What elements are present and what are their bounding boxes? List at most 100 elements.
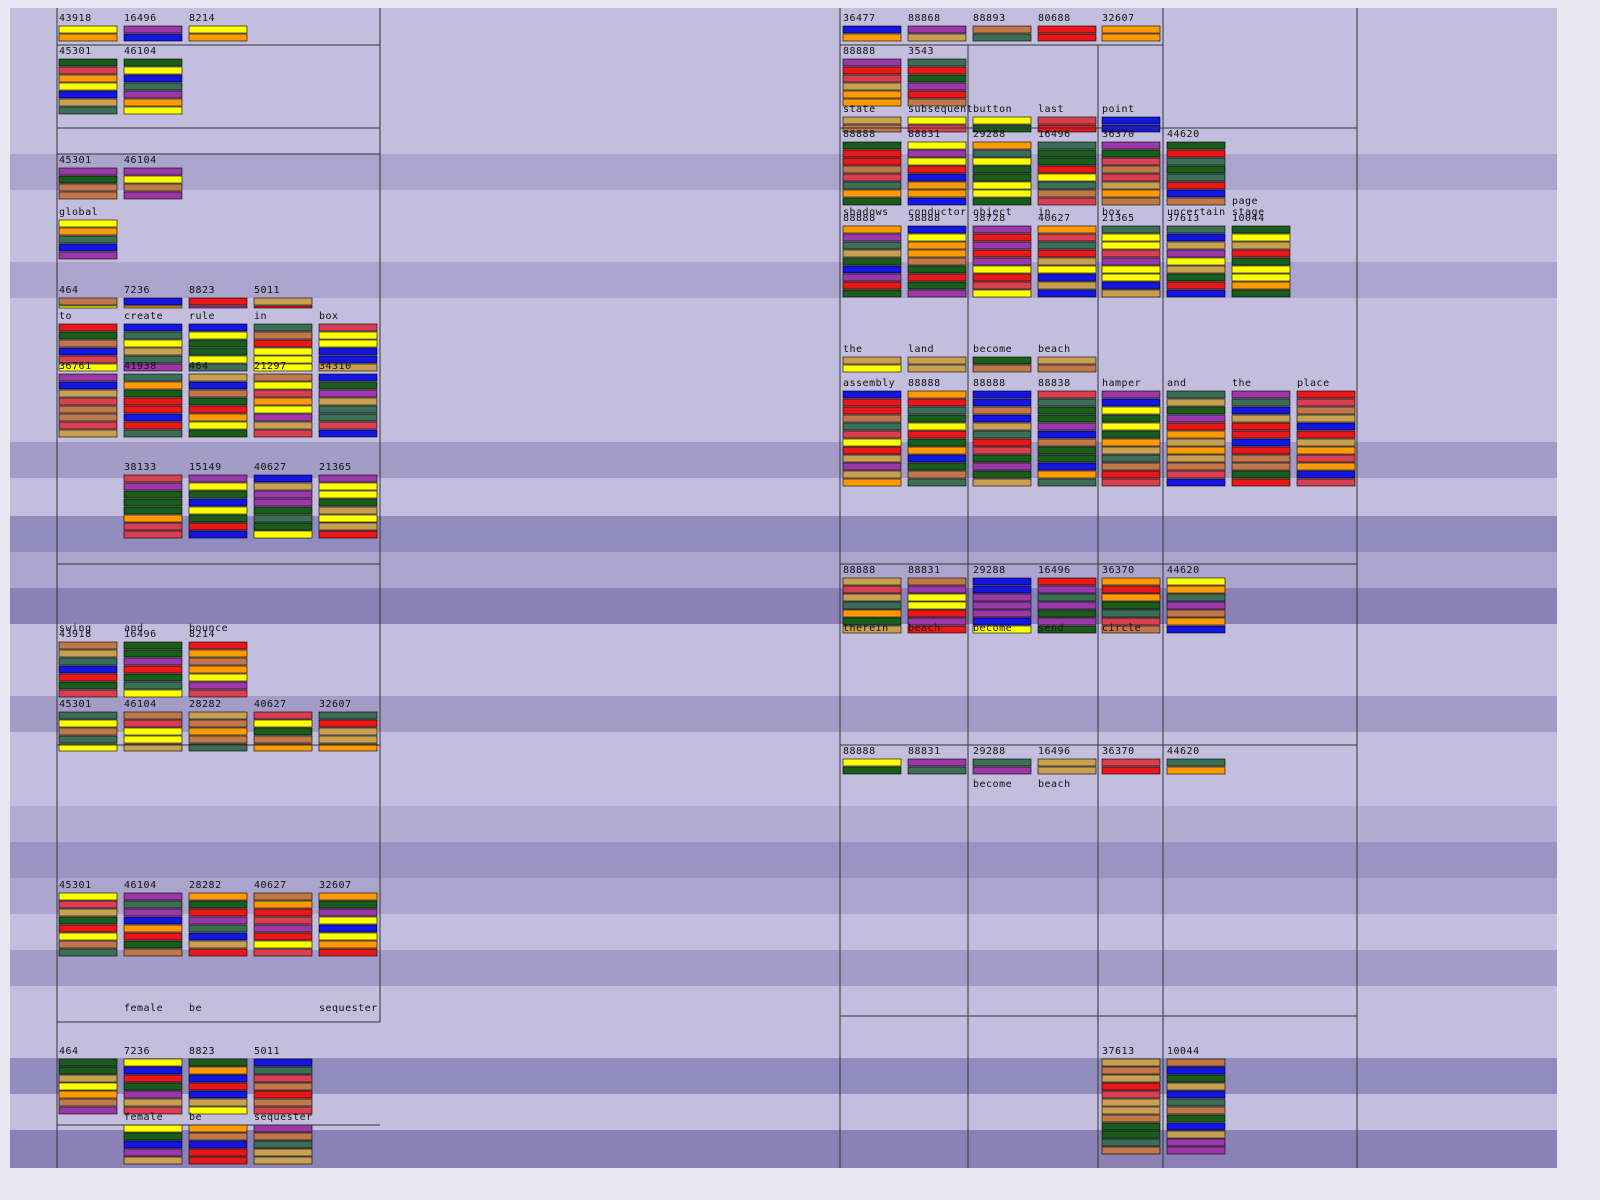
cell-label: 464 bbox=[59, 1046, 79, 1057]
stripe bbox=[842, 225, 902, 234]
stripe bbox=[842, 25, 902, 34]
cell-label: hamper bbox=[1102, 378, 1141, 389]
stripe bbox=[1037, 249, 1097, 258]
cell-label: 88888 bbox=[843, 746, 876, 757]
stripe bbox=[58, 33, 118, 42]
stripe bbox=[253, 397, 313, 406]
stripe bbox=[253, 297, 313, 306]
stripe bbox=[318, 323, 378, 332]
stripe bbox=[58, 421, 118, 430]
stripe bbox=[907, 609, 967, 618]
stripe bbox=[318, 397, 378, 406]
stripe bbox=[188, 405, 248, 414]
cell-label: be bbox=[189, 1003, 202, 1014]
stripe bbox=[123, 940, 183, 949]
stripe bbox=[58, 297, 118, 306]
cell-label: rule bbox=[189, 311, 215, 322]
stripe bbox=[1166, 601, 1226, 610]
stripe bbox=[318, 711, 378, 720]
stripe bbox=[972, 364, 1032, 373]
stripe bbox=[842, 390, 902, 399]
stripe bbox=[972, 116, 1032, 125]
stripe bbox=[972, 281, 1032, 290]
cell-label: 88831 bbox=[908, 565, 941, 576]
stripe bbox=[318, 514, 378, 523]
stripe bbox=[58, 405, 118, 414]
stripe bbox=[907, 577, 967, 586]
stripe bbox=[1037, 364, 1097, 373]
stripe bbox=[1037, 462, 1097, 471]
stripe bbox=[58, 183, 118, 192]
stripe bbox=[1166, 273, 1226, 282]
stripe bbox=[1101, 414, 1161, 423]
stripe bbox=[972, 181, 1032, 190]
cell-label: 464 bbox=[59, 285, 79, 296]
cell-label: 8823 bbox=[189, 1046, 215, 1057]
stripe bbox=[1037, 406, 1097, 415]
stripe bbox=[842, 356, 902, 365]
stripe bbox=[188, 339, 248, 348]
stripe bbox=[318, 347, 378, 356]
stripe bbox=[972, 470, 1032, 479]
stripe bbox=[907, 82, 967, 91]
stripe bbox=[1166, 1138, 1226, 1147]
stripe bbox=[253, 474, 313, 483]
cell-label: 8823 bbox=[189, 285, 215, 296]
stripe bbox=[907, 149, 967, 158]
stripe bbox=[1101, 609, 1161, 618]
stripe bbox=[907, 356, 967, 365]
stripe bbox=[318, 506, 378, 515]
stripe bbox=[188, 689, 248, 698]
stripe bbox=[972, 593, 1032, 602]
stripe bbox=[1166, 609, 1226, 618]
stripe bbox=[188, 727, 248, 736]
stripe bbox=[58, 58, 118, 67]
stripe bbox=[188, 1074, 248, 1083]
stripe bbox=[58, 305, 118, 309]
cell-label: 88893 bbox=[973, 13, 1006, 24]
stripe bbox=[907, 593, 967, 602]
stripe bbox=[842, 625, 902, 634]
cell-label: page bbox=[1232, 196, 1258, 207]
stripe bbox=[1101, 593, 1161, 602]
stripe bbox=[188, 490, 248, 499]
stripe bbox=[253, 1066, 313, 1075]
cell-label: send bbox=[1038, 623, 1064, 634]
cell-label: 88888 bbox=[973, 378, 1006, 389]
stripe bbox=[842, 116, 902, 125]
stripe bbox=[253, 421, 313, 430]
stripe bbox=[318, 331, 378, 340]
stripe bbox=[188, 719, 248, 728]
stripe bbox=[1101, 241, 1161, 250]
stripe bbox=[253, 1058, 313, 1067]
cell-label: 7236 bbox=[124, 1046, 150, 1057]
stripe bbox=[58, 1058, 118, 1067]
stripe bbox=[1166, 758, 1226, 767]
stripe bbox=[123, 530, 183, 539]
stripe bbox=[58, 719, 118, 728]
stripe bbox=[188, 681, 248, 690]
cell-label: shadows bbox=[843, 207, 889, 218]
stripe bbox=[58, 940, 118, 949]
stripe bbox=[842, 33, 902, 42]
stripe bbox=[58, 665, 118, 674]
cell-label: 44620 bbox=[1167, 565, 1200, 576]
stripe bbox=[58, 1066, 118, 1075]
stripe bbox=[1166, 766, 1226, 775]
stripe bbox=[123, 106, 183, 115]
cell-label: land bbox=[908, 344, 934, 355]
stripe bbox=[972, 617, 1032, 626]
stripe bbox=[1231, 289, 1291, 298]
stripe bbox=[1166, 173, 1226, 182]
cell-label: in bbox=[254, 311, 267, 322]
cell-label: the bbox=[843, 344, 863, 355]
stripe bbox=[972, 197, 1032, 206]
cell-label: 34310 bbox=[319, 361, 352, 372]
stripe bbox=[318, 727, 378, 736]
stripe bbox=[1296, 406, 1356, 415]
stripe bbox=[842, 58, 902, 67]
stripe bbox=[1101, 1106, 1161, 1115]
stripe bbox=[188, 413, 248, 422]
stripe bbox=[123, 413, 183, 422]
